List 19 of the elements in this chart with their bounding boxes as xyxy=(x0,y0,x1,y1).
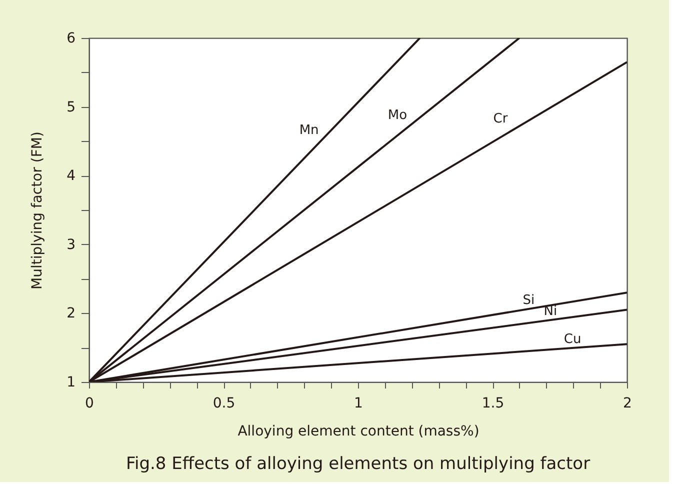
x-tick-label: 0 xyxy=(85,396,94,412)
y-tick-label: 2 xyxy=(66,306,76,322)
x-tick-label: 2 xyxy=(623,396,632,412)
x-tick-label: 1 xyxy=(354,396,363,412)
series-label: Mo xyxy=(388,108,408,123)
y-axis-title: Multiplying factor (FM) xyxy=(30,132,46,290)
y-tick-label: 6 xyxy=(66,30,76,46)
y-tick-label: 4 xyxy=(66,168,76,184)
y-tick-label: 3 xyxy=(66,236,76,253)
series-label: Mn xyxy=(299,123,319,138)
y-tick-label: 5 xyxy=(66,99,76,116)
series-label: Cr xyxy=(493,112,508,127)
text: Fig.8 Effects of alloying elements on multiplying factor xyxy=(126,454,590,474)
x-axis-title: Alloying element content (mass%) xyxy=(238,424,480,440)
series-label: Si xyxy=(522,292,535,308)
x-tick-label: 1.5 xyxy=(482,396,504,412)
y-tick-label: 1 xyxy=(66,374,76,390)
x-tick-label: 0.5 xyxy=(212,396,236,412)
series-label: Cu xyxy=(564,332,582,347)
